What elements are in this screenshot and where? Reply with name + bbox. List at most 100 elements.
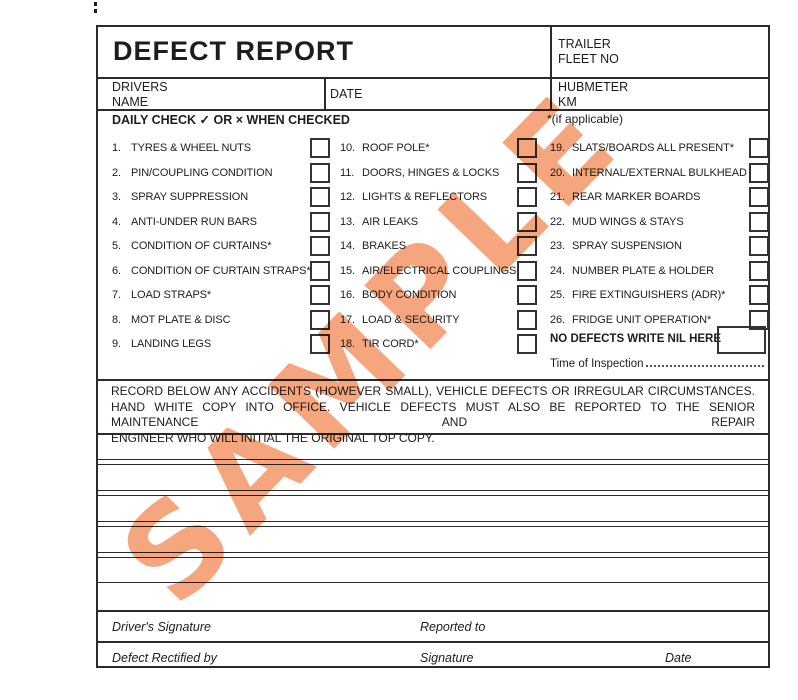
drivers-signature-label: Driver's Signature — [112, 620, 211, 634]
defect-entry-row[interactable] — [98, 557, 768, 583]
checklist-item-number: 21. — [550, 191, 565, 203]
checklist-item-number: 11. — [340, 166, 355, 179]
checkbox[interactable] — [517, 187, 537, 207]
checkbox[interactable] — [749, 285, 769, 305]
signature-section: Driver's Signature Reported to Defect Re… — [98, 610, 768, 666]
checkbox[interactable] — [749, 187, 769, 207]
checkbox[interactable] — [517, 138, 537, 158]
checkbox[interactable] — [749, 309, 769, 330]
checklist-item-label: 19. SLATS/BOARDS ALL PRESENT* — [550, 142, 734, 154]
checkbox[interactable] — [517, 211, 537, 232]
checklist-item-label: 2. PIN/COUPLING CONDITION — [112, 167, 273, 179]
checklist-item-number: 8. — [112, 313, 121, 326]
reported-to-label: Reported to — [420, 620, 486, 634]
date-field-label: DATE — [330, 87, 363, 101]
checkbox[interactable] — [310, 138, 330, 158]
defect-entry-row[interactable] — [98, 526, 768, 553]
checklist-item: 7. LOAD STRAPS* — [112, 285, 332, 310]
time-of-inspection-entry-line[interactable] — [645, 365, 764, 367]
checkbox[interactable] — [310, 236, 330, 256]
checklist-item-label: 7. LOAD STRAPS* — [112, 289, 211, 301]
instructions-paragraph: RECORD BELOW ANY ACCIDENTS (HOWEVER SMAL… — [98, 379, 768, 445]
checklist-item: 6. CONDITION OF CURTAIN STRAPS* — [112, 260, 332, 286]
checklist-item: 23. SPRAY SUSPENSION — [550, 236, 769, 261]
checkbox[interactable] — [310, 309, 330, 330]
checkbox[interactable] — [310, 162, 330, 183]
defect-entry-row[interactable] — [98, 495, 768, 522]
header-divider — [324, 77, 326, 109]
checklist-item-number: 5. — [112, 240, 121, 252]
checklist-item-label: 25. FIRE EXTINGUISHERS (ADR)* — [550, 289, 725, 301]
checkbox[interactable] — [749, 211, 769, 232]
checkbox[interactable] — [749, 162, 769, 183]
checklist-item: 4. ANTI-UNDER RUN BARS — [112, 211, 332, 237]
checklist-item-label: 26. FRIDGE UNIT OPERATION* — [550, 314, 711, 326]
checklist-item: 8. MOT PLATE & DISC — [112, 309, 332, 335]
checkbox[interactable] — [517, 285, 537, 305]
checklist-column-3: 19. SLATS/BOARDS ALL PRESENT* 20. INTERNAL/… — [550, 138, 769, 334]
checklist-item-number: 20. — [550, 166, 565, 179]
checkbox[interactable] — [310, 334, 330, 354]
defect-report-form: DEFECT REPORT TRAILER FLEET NO DRIVERS N… — [96, 25, 770, 668]
nil-entry-box[interactable] — [717, 326, 766, 354]
defect-entry-row[interactable] — [98, 464, 768, 491]
checklist-item-number: 23. — [550, 240, 565, 252]
checklist-item-label: 12. LIGHTS & REFLECTORS — [340, 191, 487, 203]
checklist-item: 9. LANDING LEGS — [112, 334, 332, 359]
checkbox[interactable] — [310, 260, 330, 281]
checklist-item: 20. INTERNAL/EXTERNAL BULKHEAD — [550, 162, 769, 188]
checkbox[interactable] — [310, 211, 330, 232]
defect-entry-row[interactable] — [98, 583, 768, 610]
checkbox[interactable] — [749, 260, 769, 281]
checklist-item-label: 4. ANTI-UNDER RUN BARS — [112, 216, 257, 228]
checklist-item: 11. DOORS, HINGES & LOCKS — [340, 162, 540, 188]
checkbox[interactable] — [310, 187, 330, 207]
checklist-item-number: 6. — [112, 264, 121, 277]
checklist-item: 16. BODY CONDITION — [340, 285, 540, 310]
checklist-item: 1. TYRES & WHEEL NUTS — [112, 138, 332, 163]
checklist-item: 3. SPRAY SUPPRESSION — [112, 187, 332, 212]
checkbox[interactable] — [517, 309, 537, 330]
checklist-item: 17. LOAD & SECURITY — [340, 309, 540, 335]
checklist-item-number: 13. — [340, 215, 355, 228]
checklist-item: 22. MUD WINGS & STAYS — [550, 211, 769, 237]
checklist-item-number: 1. — [112, 142, 121, 154]
checklist-item-number: 7. — [112, 289, 121, 301]
no-defects-label: NO DEFECTS WRITE NIL HERE — [550, 333, 722, 345]
checklist-item-number: 14. — [340, 240, 355, 252]
checklist-item-label: 16. BODY CONDITION — [340, 289, 456, 301]
hubmeter-km-field-label: HUBMETER KM — [558, 80, 629, 109]
instructions-line: RECORD BELOW ANY ACCIDENTS (HOWEVER SMAL… — [111, 384, 755, 398]
checklist-item: 21. REAR MARKER BOARDS — [550, 187, 769, 212]
checkbox[interactable] — [310, 285, 330, 305]
checklist-item-number: 26. — [550, 313, 565, 326]
rectified-row[interactable]: Defect Rectified by Signature Date — [98, 643, 768, 667]
signature-row[interactable]: Driver's Signature Reported to — [98, 612, 768, 643]
checkbox[interactable] — [749, 236, 769, 256]
checklist-item-number: 25. — [550, 289, 565, 301]
checkbox[interactable] — [517, 334, 537, 354]
checkbox[interactable] — [749, 138, 769, 158]
checkbox[interactable] — [517, 236, 537, 256]
checklist-item-number: 9. — [112, 338, 121, 350]
checklist-item-label: 11. DOORS, HINGES & LOCKS — [340, 167, 499, 179]
checklist-item-number: 24. — [550, 264, 565, 277]
checklist-item-label: 14. BRAKES — [340, 240, 406, 252]
header-rule — [98, 77, 768, 79]
checklist-item-number: 12. — [340, 191, 355, 203]
checklist-item-number: 16. — [340, 289, 355, 301]
checklist-item-label: 5. CONDITION OF CURTAINS* — [112, 240, 272, 252]
checklist-item-label: 24. NUMBER PLATE & HOLDER — [550, 265, 714, 277]
checklist-item-number: 4. — [112, 215, 121, 228]
checklist-item-label: 10. ROOF POLE* — [340, 142, 430, 154]
defect-rectified-by-label: Defect Rectified by — [112, 651, 217, 665]
checkbox[interactable] — [517, 260, 537, 281]
checklist-item-number: 15. — [340, 264, 355, 277]
header-divider — [550, 77, 552, 109]
trailer-fleet-no-field-label: TRAILER FLEET NO — [558, 37, 619, 66]
section-rule — [98, 379, 768, 381]
checklist-item: 12. LIGHTS & REFLECTORS — [340, 187, 540, 212]
checkbox[interactable] — [517, 162, 537, 183]
checklist-column-2: 10. ROOF POLE* 11. DOORS, HINGES & LOCKS 12.… — [340, 138, 540, 359]
defect-entry-row[interactable] — [98, 433, 768, 460]
